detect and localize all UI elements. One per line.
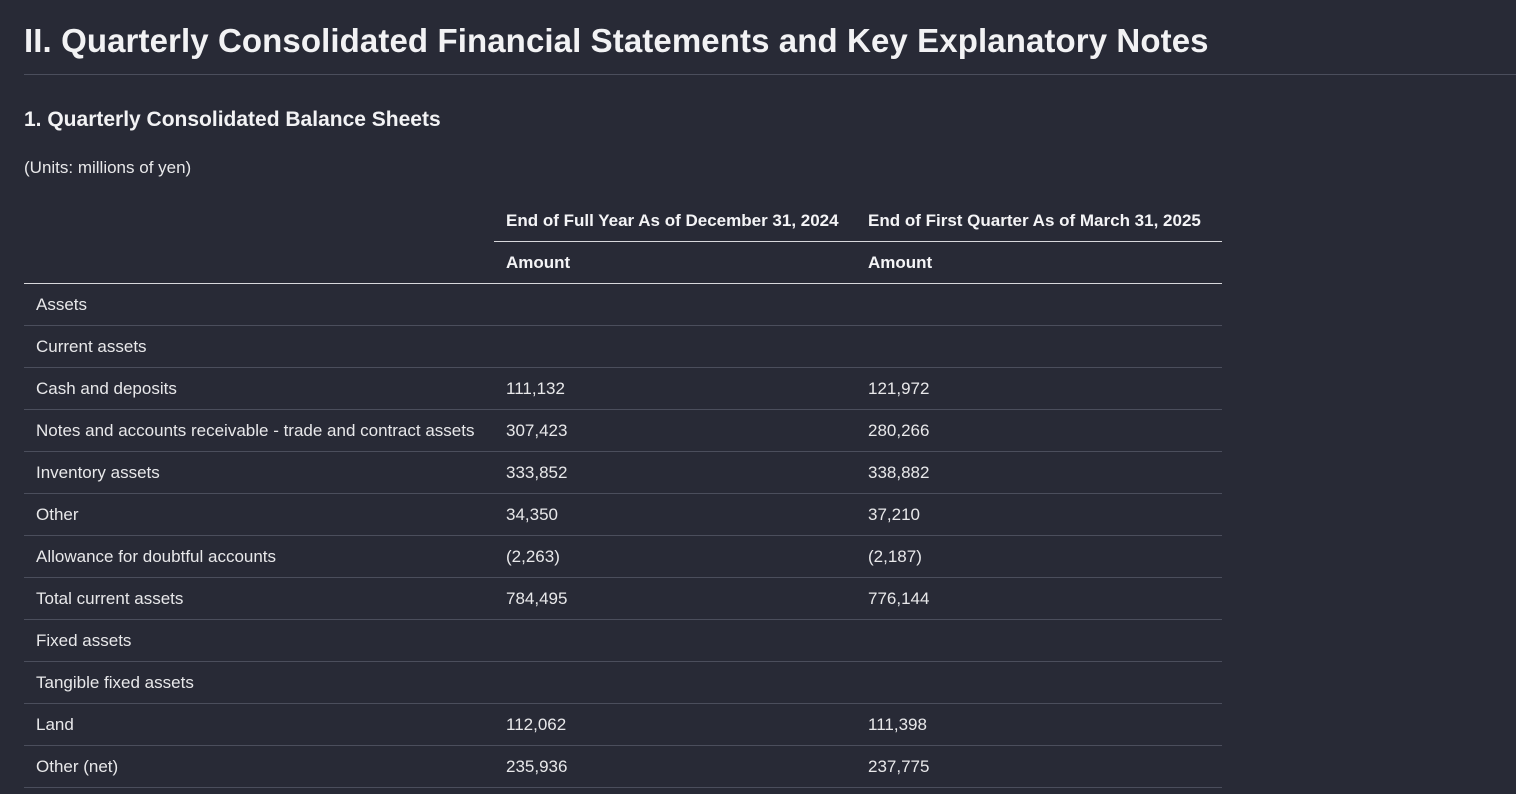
section-title: 1. Quarterly Consolidated Balance Sheets <box>24 108 441 131</box>
balance-sheet-table: End of Full Year As of December 31, 2024… <box>24 200 1222 788</box>
value-fy2024 <box>494 619 856 662</box>
value-q1-2025: 338,882 <box>856 451 1222 494</box>
value-fy2024: 784,495 <box>494 577 856 620</box>
value-fy2024: 307,423 <box>494 409 856 452</box>
row-label: Allowance for doubtful accounts <box>24 535 494 578</box>
value-q1-2025: 121,972 <box>856 367 1222 410</box>
row-label: Tangible fixed assets <box>24 661 494 704</box>
table-row: Other (net) 235,936 237,775 <box>24 745 1222 788</box>
value-fy2024: 111,132 <box>494 367 856 410</box>
column-header-q1-2025: End of First Quarter As of March 31, 202… <box>856 200 1222 242</box>
value-fy2024: (2,263) <box>494 535 856 578</box>
row-label: Inventory assets <box>24 451 494 494</box>
subheader-amount-q1-2025: Amount <box>856 241 1222 284</box>
row-label: Total current assets <box>24 577 494 620</box>
table-row: Inventory assets 333,852 338,882 <box>24 451 1222 494</box>
table-row: Notes and accounts receivable - trade an… <box>24 409 1222 452</box>
table-row: Land 112,062 111,398 <box>24 703 1222 746</box>
value-q1-2025 <box>856 619 1222 662</box>
header-blank-cell <box>24 200 494 242</box>
title-divider <box>24 74 1516 75</box>
row-label: Cash and deposits <box>24 367 494 410</box>
row-label: Assets <box>24 283 494 326</box>
value-q1-2025: 237,775 <box>856 745 1222 788</box>
value-fy2024: 333,852 <box>494 451 856 494</box>
value-fy2024: 235,936 <box>494 745 856 788</box>
value-fy2024 <box>494 325 856 368</box>
row-label: Other (net) <box>24 745 494 788</box>
value-q1-2025 <box>856 661 1222 704</box>
table-body: Assets Current assets Cash and deposits 111… <box>24 283 1222 788</box>
table-row: Assets <box>24 283 1222 326</box>
units-note: (Units: millions of yen) <box>24 158 192 177</box>
value-fy2024: 34,350 <box>494 493 856 536</box>
row-label: Land <box>24 703 494 746</box>
value-q1-2025: 776,144 <box>856 577 1222 620</box>
table-row: Tangible fixed assets <box>24 661 1222 704</box>
page-title: II. Quarterly Consolidated Financial Sta… <box>24 22 1209 59</box>
header-row-periods: End of Full Year As of December 31, 2024… <box>24 200 1222 242</box>
row-label: Current assets <box>24 325 494 368</box>
table-row: Current assets <box>24 325 1222 368</box>
column-header-fy2024: End of Full Year As of December 31, 2024 <box>494 200 856 242</box>
value-fy2024: 112,062 <box>494 703 856 746</box>
value-q1-2025: 37,210 <box>856 493 1222 536</box>
header-row-amount: Amount Amount <box>24 241 1222 284</box>
table-row: Total current assets 784,495 776,144 <box>24 577 1222 620</box>
table-row: Allowance for doubtful accounts (2,263) (2… <box>24 535 1222 578</box>
value-fy2024 <box>494 283 856 326</box>
header-blank-cell <box>24 241 494 284</box>
value-q1-2025: (2,187) <box>856 535 1222 578</box>
subheader-amount-fy2024: Amount <box>494 241 856 284</box>
table-row: Cash and deposits 111,132 121,972 <box>24 367 1222 410</box>
table-header: End of Full Year As of December 31, 2024… <box>24 200 1222 284</box>
row-label: Notes and accounts receivable - trade an… <box>24 409 494 452</box>
value-q1-2025: 280,266 <box>856 409 1222 452</box>
value-q1-2025 <box>856 283 1222 326</box>
table-row: Fixed assets <box>24 619 1222 662</box>
value-q1-2025 <box>856 325 1222 368</box>
value-fy2024 <box>494 661 856 704</box>
table-row: Other 34,350 37,210 <box>24 493 1222 536</box>
value-q1-2025: 111,398 <box>856 703 1222 746</box>
row-label: Fixed assets <box>24 619 494 662</box>
row-label: Other <box>24 493 494 536</box>
